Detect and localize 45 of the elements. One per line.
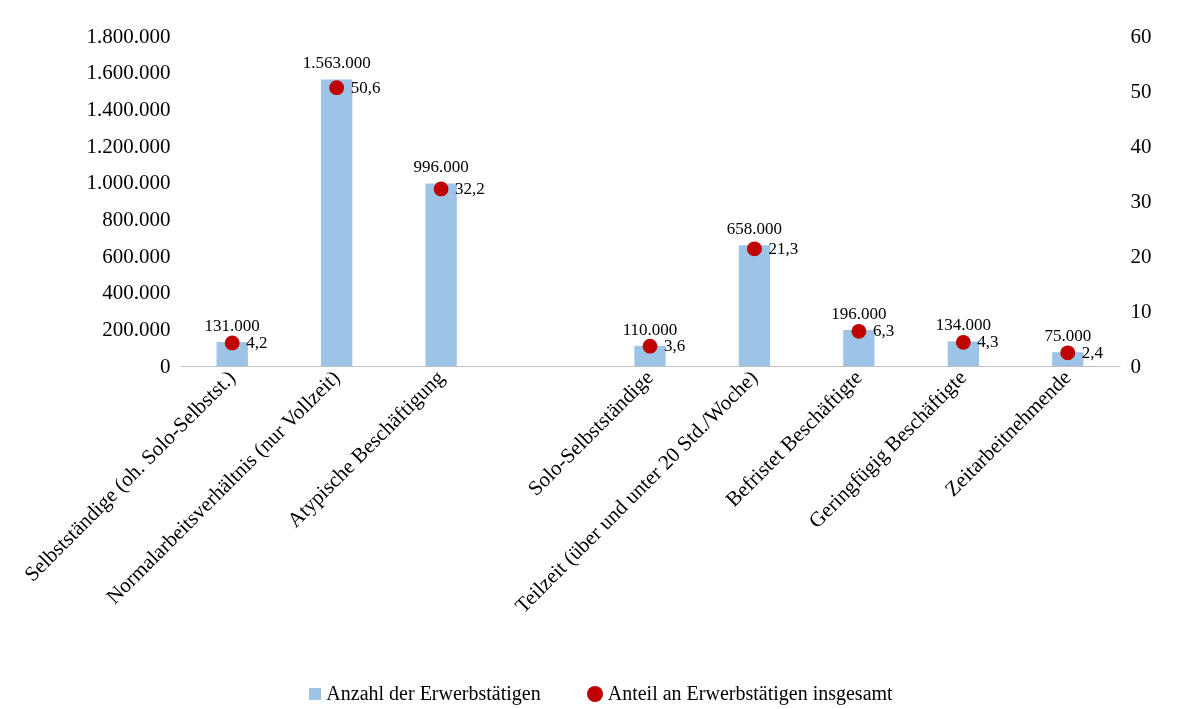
- y2-tick-label: 40: [1130, 133, 1152, 158]
- y2-tick-label: 30: [1130, 188, 1152, 213]
- data-label: 134.000: [935, 315, 991, 335]
- bar: [738, 245, 771, 366]
- point: [224, 335, 240, 351]
- y2-tick-label: 0: [1130, 353, 1141, 378]
- bar: [321, 79, 353, 366]
- bar: [843, 330, 875, 366]
- y-tick-label: 1.400.000: [86, 96, 171, 121]
- y-tick-label: 800.000: [102, 206, 171, 231]
- data-label: 4,3: [977, 332, 999, 352]
- legend-label: Anzahl der Erwerbstätigen: [326, 682, 541, 705]
- y-tick-label: 1.200.000: [86, 133, 171, 158]
- point: [1060, 345, 1076, 361]
- y2-tick-label: 60: [1130, 23, 1152, 48]
- point: [747, 241, 762, 257]
- point: [955, 334, 971, 350]
- data-label: 196.000: [831, 304, 887, 324]
- data-label: 21,3: [768, 238, 799, 258]
- y-tick-label: 0: [160, 353, 171, 378]
- y2-tick-label: 20: [1130, 243, 1152, 268]
- y-tick-label: 600.000: [102, 243, 171, 268]
- data-label: 658.000: [726, 219, 783, 239]
- y-tick-label: 400.000: [102, 280, 171, 305]
- bar: [425, 183, 457, 366]
- y-tick-label: 1.000.000: [86, 170, 171, 195]
- data-label: 110.000: [622, 319, 678, 339]
- point: [433, 181, 449, 197]
- y2-tick-label: 50: [1130, 78, 1152, 103]
- data-label: 4,2: [246, 332, 268, 352]
- point: [851, 323, 867, 339]
- data-label: 1.563.000: [302, 53, 371, 73]
- y-tick-label: 1.800.000: [86, 23, 171, 48]
- data-label: 6,3: [872, 321, 895, 341]
- point: [329, 80, 345, 96]
- data-label: 50,6: [350, 77, 381, 97]
- data-label: 996.000: [413, 157, 469, 177]
- point: [642, 338, 658, 354]
- data-label: 3,6: [664, 336, 686, 356]
- data-label: 131.000: [204, 315, 260, 335]
- y2-tick-label: 10: [1130, 298, 1152, 323]
- data-label: 32,2: [455, 178, 485, 198]
- legend-label: Anteil an Erwerbstätigen insgesamt: [607, 682, 893, 705]
- y-tick-label: 1.600.000: [86, 60, 171, 85]
- y-tick-label: 200.000: [102, 316, 171, 341]
